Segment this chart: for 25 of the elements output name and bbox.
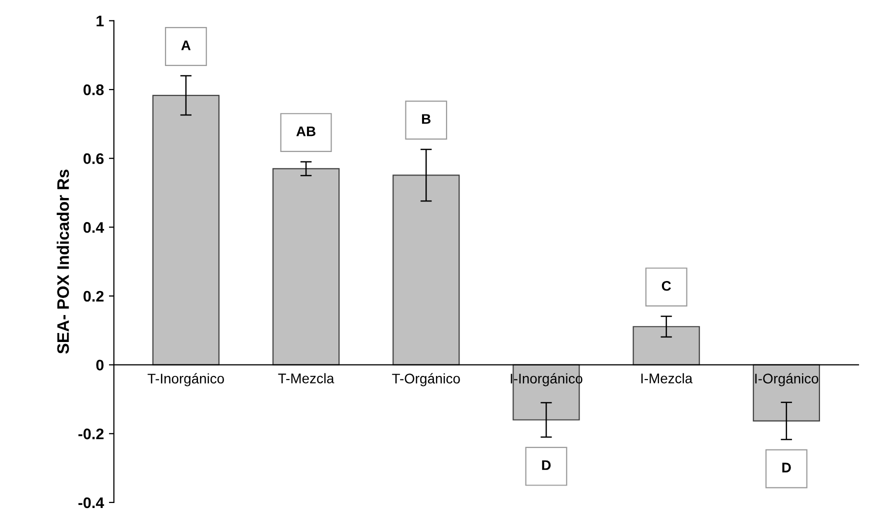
y-tick-label: 0.6 (84, 153, 104, 164)
bar (632, 326, 700, 366)
annotation: D (542, 460, 551, 470)
bar (152, 94, 220, 366)
bar (272, 168, 340, 366)
x-tick-label: T-Inorgánico (148, 373, 224, 386)
annotation: D (782, 462, 791, 472)
y-tick-label: 0.4 (84, 222, 104, 233)
y-tick-label: 0.2 (84, 290, 104, 302)
annotation: B (422, 114, 431, 124)
y-tick-label: -0.4 (78, 497, 104, 508)
y-tick-label: -0.2 (78, 428, 104, 440)
x-tick-label: T-Orgánico (392, 373, 460, 386)
x-tick-label: T-Mezcla (278, 373, 334, 384)
annotation: A (181, 40, 191, 50)
y-axis-title: SEA- POX Indicador Rs (56, 170, 69, 354)
y-tick-label: 0.8 (84, 84, 104, 96)
y-tick-label: 0 (96, 360, 104, 371)
x-tick-label: I-Orgánico (755, 373, 818, 386)
bar (392, 174, 460, 366)
annotation: AB (296, 126, 316, 136)
bar (752, 364, 820, 422)
y-tick-label: 1 (96, 16, 104, 26)
x-tick-label: I-Mezcla (641, 373, 693, 384)
annotation: C (662, 280, 671, 291)
